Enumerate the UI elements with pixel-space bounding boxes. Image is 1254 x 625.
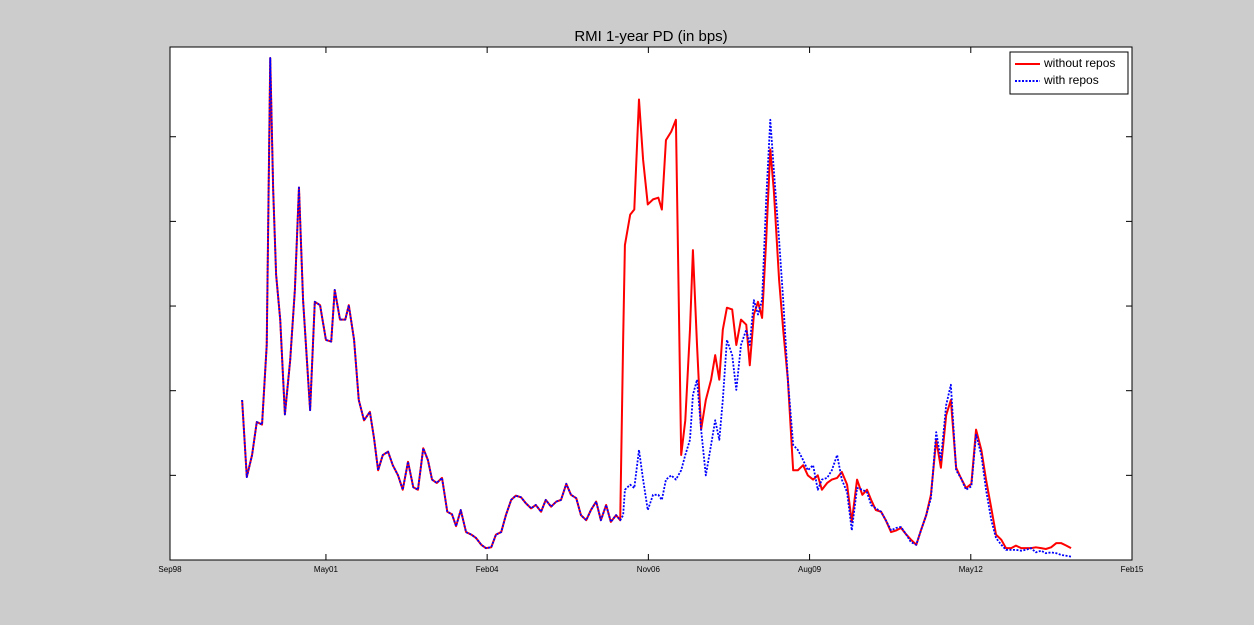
x-tick-label: May12 <box>959 565 984 574</box>
x-tick-label: Nov06 <box>637 565 661 574</box>
x-tick-label: Sep98 <box>158 565 182 574</box>
legend-label: without repos <box>1043 56 1115 70</box>
x-tick-label: Feb15 <box>1121 565 1144 574</box>
x-tick-label: Feb04 <box>476 565 499 574</box>
legend-label: with repos <box>1043 73 1099 87</box>
legend-box <box>1009 51 1129 95</box>
series-line <box>241 57 1072 558</box>
chart-title: RMI 1-year PD (in bps) <box>574 28 727 45</box>
x-tick-label: Aug09 <box>798 565 822 574</box>
x-tick-label: May01 <box>314 565 339 574</box>
